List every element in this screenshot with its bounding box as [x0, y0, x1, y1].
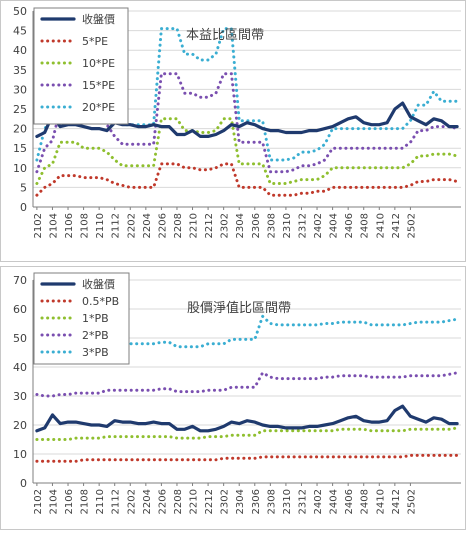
y-tick-label: 35: [13, 64, 27, 77]
x-tick-label: 2502: [406, 489, 417, 514]
x-tick-label: 2404: [329, 213, 340, 238]
y-tick-label: 25: [13, 103, 27, 116]
pe-band-chart: 0 5 10 15 20 25 30 35 40 45 50 2102 2104 2106 2108 2110…: [13, 5, 461, 238]
legend-label: 2*PB: [82, 329, 109, 342]
x-tick-label: 2212: [204, 213, 215, 238]
x-tick-label: 2412: [391, 213, 402, 238]
x-tick-label: 2106: [64, 213, 75, 238]
series-line-4: [35, 27, 459, 162]
legend-label: 3*PB: [82, 346, 109, 359]
y-tick-label: 30: [13, 390, 27, 403]
x-tick-label: 2306: [251, 489, 262, 514]
x-tick-label: 2312: [297, 489, 308, 514]
x-tick-label: 2304: [235, 489, 246, 514]
x-tick-label: 2110: [95, 213, 106, 238]
x-tick-label: 2302: [220, 489, 231, 514]
y-tick-label: 40: [13, 44, 27, 57]
x-tick-label: 2210: [189, 489, 200, 514]
legend-box: [33, 272, 130, 365]
x-tick-label: 2208: [173, 489, 184, 514]
legend-label: 10*PE: [82, 57, 115, 70]
x-tick-label: 2202: [126, 213, 137, 238]
x-tick-label: 2106: [64, 489, 75, 514]
x-tick-label: 2208: [173, 213, 184, 238]
pe-band-chart-panel: 0 5 10 15 20 25 30 35 40 45 50 2102 2104 2106 2108 2110…: [0, 0, 466, 262]
x-tick-label: 2412: [391, 489, 402, 514]
y-tick-label: 60: [13, 303, 27, 316]
series-line-1: [35, 162, 459, 197]
x-tick-label: 2304: [235, 213, 246, 238]
y-tick-label: 50: [13, 332, 27, 345]
legend-label: 0.5*PB: [82, 295, 119, 308]
x-tick-label: 2112: [111, 213, 122, 238]
x-tick-label: 2102: [33, 489, 44, 514]
x-tick-label: 2502: [406, 213, 417, 238]
x-tick-label: 2410: [375, 489, 386, 514]
x-tick-label: 2204: [142, 489, 153, 514]
series-line-3: [35, 371, 459, 398]
x-tick-label: 2402: [313, 489, 324, 514]
y-tick-label: 0: [20, 477, 27, 490]
x-tick-label: 2112: [111, 489, 122, 514]
legend-label: 5*PE: [82, 35, 108, 48]
y-tick-label: 5: [20, 181, 27, 194]
y-tick-label: 50: [13, 5, 27, 18]
x-tick-label: 2408: [360, 489, 371, 514]
x-tick-label: 2206: [157, 489, 168, 514]
series-line-0: [35, 101, 459, 138]
series-line-4: [35, 314, 459, 354]
legend-label: 收盤價: [82, 277, 115, 291]
series-line-2: [35, 117, 459, 185]
series-line-3: [35, 72, 459, 174]
series-line-0: [35, 404, 459, 433]
x-tick-label: 2202: [126, 489, 137, 514]
x-tick-label: 2404: [329, 489, 340, 514]
x-tick-label: 2410: [375, 213, 386, 238]
x-tick-label: 2108: [80, 213, 91, 238]
x-tick-label: 2306: [251, 213, 262, 238]
x-tick-label: 2402: [313, 213, 324, 238]
x-tick-label: 2104: [48, 489, 59, 514]
series-line-2: [35, 426, 459, 441]
y-tick-label: 40: [13, 361, 27, 374]
legend-label: 20*PE: [82, 101, 115, 114]
x-tick-label: 2308: [266, 213, 277, 238]
y-tick-label: 15: [13, 142, 27, 155]
chart-title: 本益比區間帶: [186, 28, 264, 43]
y-tick-label: 45: [13, 25, 27, 38]
y-tick-label: 30: [13, 83, 27, 96]
y-tick-label: 0: [20, 201, 27, 214]
x-tick-label: 2310: [282, 213, 293, 238]
legend-label: 1*PB: [82, 312, 109, 325]
x-tick-label: 2210: [189, 213, 200, 238]
chart-title: 股價淨值比區間帶: [187, 300, 291, 316]
series-line-1: [35, 453, 459, 463]
x-tick-label: 2308: [266, 489, 277, 514]
y-tick-label: 70: [13, 274, 27, 287]
x-tick-label: 2212: [204, 489, 215, 514]
x-tick-label: 2408: [360, 213, 371, 238]
x-tick-label: 2104: [48, 213, 59, 238]
y-tick-label: 20: [13, 419, 27, 432]
x-tick-label: 2204: [142, 213, 153, 238]
y-tick-label: 20: [13, 123, 27, 136]
pb-band-chart: 0 10 20 30 40 50 60 70 2102 2104 2106 2108 2110 2112 2…: [13, 272, 461, 514]
x-tick-label: 2110: [95, 489, 106, 514]
x-tick-label: 2310: [282, 489, 293, 514]
x-tick-label: 2102: [33, 213, 44, 238]
y-tick-label: 10: [13, 448, 27, 461]
legend-label: 15*PE: [82, 79, 115, 92]
y-tick-label: 10: [13, 162, 27, 175]
pb-band-chart-panel: 0 10 20 30 40 50 60 70 2102 2104 2106 2108 2110 2112 2…: [0, 266, 466, 530]
legend-label: 收盤價: [82, 12, 115, 26]
x-tick-label: 2206: [157, 213, 168, 238]
x-tick-label: 2406: [344, 213, 355, 238]
x-tick-label: 2108: [80, 489, 91, 514]
x-tick-label: 2406: [344, 489, 355, 514]
x-tick-label: 2302: [220, 213, 231, 238]
x-tick-label: 2312: [297, 213, 308, 238]
legend-box: [33, 7, 129, 125]
